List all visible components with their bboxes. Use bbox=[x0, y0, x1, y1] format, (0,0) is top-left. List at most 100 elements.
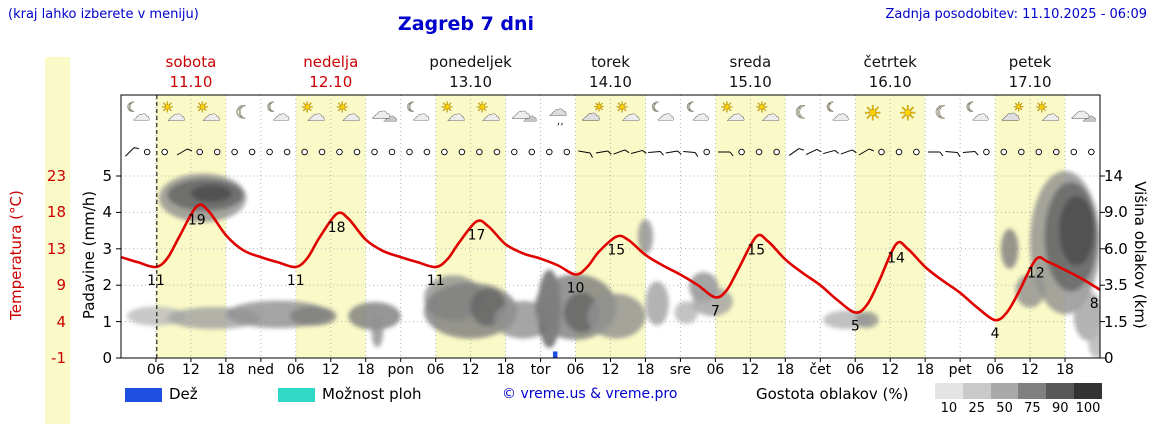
copyright-link[interactable]: © vreme.us & vreme.pro bbox=[502, 386, 678, 402]
temperature-label: 12 bbox=[1027, 265, 1045, 281]
moon-icon: ☾ bbox=[794, 102, 811, 124]
wind-calm-icon bbox=[738, 148, 745, 156]
svg-text:☾: ☾ bbox=[127, 101, 139, 116]
wind-barb-icon bbox=[648, 150, 664, 156]
hour-label: 06 bbox=[986, 362, 1005, 378]
wind-calm-icon bbox=[493, 148, 501, 156]
svg-text:☁: ☁ bbox=[727, 105, 745, 126]
cloud-sun-icon: ☀☁ bbox=[1001, 100, 1025, 126]
moon-icon: ☾ bbox=[934, 102, 951, 124]
cloud-tick: 3.5 bbox=[1104, 276, 1128, 295]
wind-calm-icon bbox=[248, 148, 256, 156]
wind-calm-icon bbox=[895, 148, 903, 156]
sun-cloud-icon: ☀☁ bbox=[301, 100, 326, 126]
wind-calm-icon bbox=[423, 148, 431, 156]
cloud-tick: 6.0 bbox=[1104, 239, 1128, 258]
wind-calm-icon bbox=[546, 148, 553, 156]
moon-cloud-icon: ☾☁ bbox=[826, 100, 850, 125]
rain-legend-swatch bbox=[125, 388, 162, 402]
svg-text:☀: ☀ bbox=[336, 100, 349, 116]
svg-text:☀: ☀ bbox=[1035, 100, 1048, 116]
svg-text:☁: ☁ bbox=[383, 109, 397, 125]
wind-barb-icon bbox=[805, 149, 822, 155]
cloud-tick: 9.0 bbox=[1104, 203, 1128, 222]
svg-text:☀: ☀ bbox=[196, 100, 209, 116]
cloud-sun-icon: ☀☁ bbox=[581, 100, 605, 126]
wind-barb-icon bbox=[962, 150, 979, 156]
wind-calm-icon bbox=[913, 148, 920, 156]
svg-text:☁: ☁ bbox=[762, 105, 780, 126]
hour-label: 12 bbox=[321, 362, 340, 378]
wind-barb-icon bbox=[578, 150, 593, 158]
cloud-scale-segment bbox=[1046, 383, 1075, 399]
svg-text:☁: ☁ bbox=[523, 109, 537, 125]
svg-text:☾: ☾ bbox=[826, 101, 838, 116]
last-updated-label: Zadnja posodobitev: 11.10.2025 - 06:09 bbox=[885, 7, 1147, 22]
day-abbr-label: pet bbox=[948, 362, 972, 378]
svg-text:☁: ☁ bbox=[1083, 109, 1097, 125]
cloud-scale-value: 50 bbox=[996, 401, 1013, 416]
svg-text:☁: ☁ bbox=[133, 105, 150, 125]
temp-tick: 4 bbox=[56, 312, 66, 331]
wind-barb-icon bbox=[945, 150, 961, 158]
wind-calm-icon bbox=[1035, 148, 1043, 156]
hour-label: 06 bbox=[286, 362, 305, 378]
hour-label: 06 bbox=[147, 362, 165, 378]
cloud-scale-value: 100 bbox=[1075, 401, 1101, 416]
wind-calm-icon bbox=[703, 148, 710, 156]
daylight-band bbox=[715, 95, 786, 358]
svg-text:☁: ☁ bbox=[832, 105, 849, 125]
sun-cloud-icon: ☀☁ bbox=[196, 100, 221, 126]
wind-calm-icon bbox=[1088, 148, 1095, 156]
hour-label: 18 bbox=[636, 362, 655, 378]
svg-text:☀: ☀ bbox=[721, 100, 734, 116]
svg-text:☾: ☾ bbox=[235, 103, 251, 124]
rain-tick: 1 bbox=[102, 312, 112, 331]
temperature-label: 11 bbox=[287, 273, 305, 289]
wind-calm-icon bbox=[773, 148, 780, 156]
rain-bar bbox=[552, 351, 558, 358]
cloud-scale-value: 25 bbox=[968, 401, 986, 416]
wind-calm-icon bbox=[1000, 148, 1008, 156]
wind-calm-icon bbox=[336, 148, 343, 156]
hour-label: 18 bbox=[356, 362, 375, 378]
wind-calm-icon bbox=[563, 148, 571, 156]
sun-cloud-icon: ☀☁ bbox=[615, 100, 640, 126]
svg-text:☾: ☾ bbox=[795, 103, 811, 124]
hour-label: 06 bbox=[426, 362, 445, 378]
wind-barb-icon bbox=[595, 150, 612, 155]
svg-text:☁: ☁ bbox=[273, 105, 290, 125]
rain-tick: 5 bbox=[102, 167, 112, 185]
rain-tick: 3 bbox=[102, 239, 112, 258]
cloud-scale-value: 90 bbox=[1051, 401, 1069, 416]
temperature-curve bbox=[121, 203, 1100, 322]
moon-cloud-icon: ☾☁ bbox=[266, 100, 290, 125]
wind-calm-icon bbox=[406, 148, 413, 156]
svg-text:☀: ☀ bbox=[594, 100, 605, 114]
day-header: četrtek 16.10 bbox=[863, 53, 917, 91]
wind-calm-icon bbox=[458, 148, 466, 156]
cloud-density-layer bbox=[126, 171, 1100, 358]
cloud-scale-value: 10 bbox=[940, 401, 958, 416]
hour-label: 12 bbox=[461, 362, 480, 378]
wind-calm-icon bbox=[755, 148, 763, 156]
svg-text:☁: ☁ bbox=[549, 100, 567, 121]
cloud-scale-segment bbox=[1074, 383, 1102, 399]
wind-barb-icon bbox=[788, 148, 804, 156]
wind-calm-icon bbox=[388, 148, 396, 156]
wind-calm-icon bbox=[878, 148, 885, 156]
wind-calm-icon bbox=[1053, 148, 1060, 156]
moon-cloud-icon: ☾☁ bbox=[651, 100, 675, 125]
cloud-height-axis-label: Višina oblakov (km) bbox=[1131, 181, 1149, 329]
day-header: nedelja 12.10 bbox=[303, 53, 359, 91]
svg-text:☀: ☀ bbox=[441, 100, 454, 116]
rain-tick: 2 bbox=[102, 276, 112, 295]
showers-legend-label: Možnost ploh bbox=[322, 385, 422, 403]
wind-barb-icon bbox=[858, 148, 874, 156]
wind-calm-icon bbox=[196, 148, 203, 156]
wind-barb-icon bbox=[823, 149, 840, 155]
location-hint: (kraj lahko izberete v meniju) bbox=[8, 7, 199, 22]
day-abbr-label: tor bbox=[530, 362, 551, 378]
temperature-label: 11 bbox=[427, 273, 445, 289]
day-abbr-label: pon bbox=[387, 362, 414, 378]
